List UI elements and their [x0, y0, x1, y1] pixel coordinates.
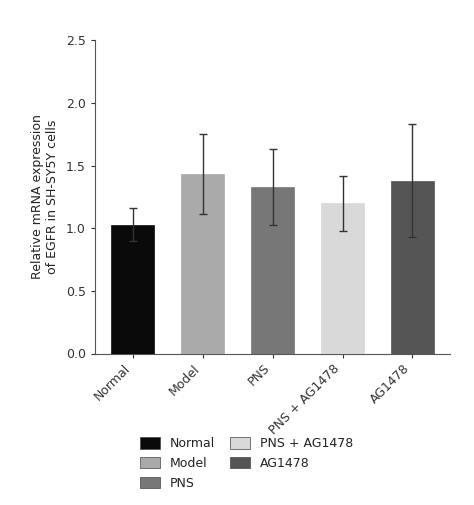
- Bar: [251, 187, 294, 354]
- Bar: [111, 225, 155, 354]
- Y-axis label: Relative mRNA expression
of EGFR in SH-SY5Y cells: Relative mRNA expression of EGFR in SH-S…: [31, 115, 59, 279]
- Bar: [391, 181, 434, 354]
- Bar: [321, 203, 364, 354]
- Bar: [181, 174, 224, 354]
- Legend: Normal, Model, PNS, PNS + AG1478, AG1478: Normal, Model, PNS, PNS + AG1478, AG1478: [136, 433, 357, 494]
